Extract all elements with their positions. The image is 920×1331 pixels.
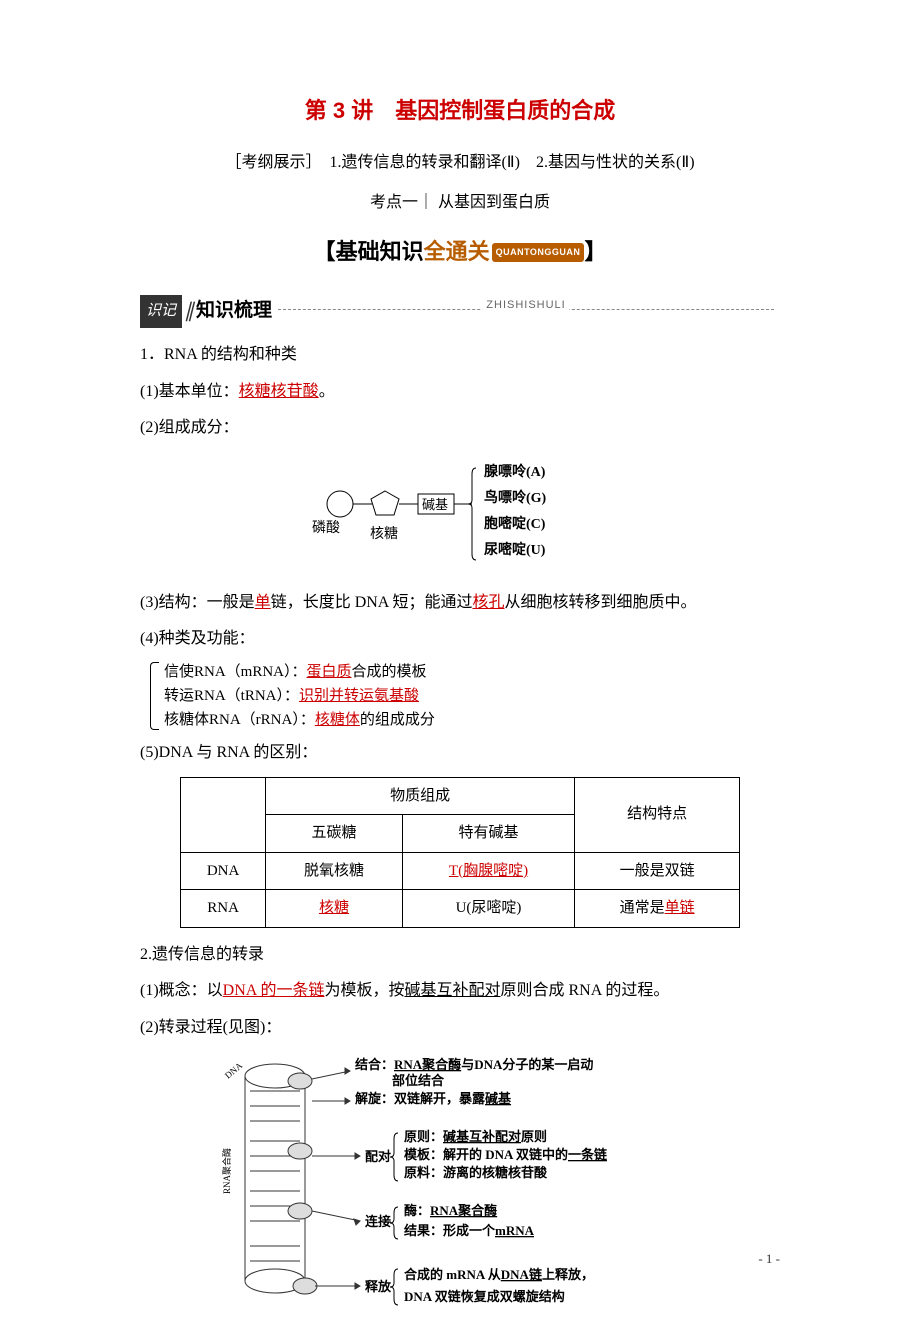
keyword: 碱基互补配对 (404, 982, 500, 999)
svg-text:释放: 释放 (365, 1279, 392, 1294)
banner: 【基础知识全通关QUANTONGGUAN】 (140, 231, 780, 273)
keyword: 核孔 (472, 594, 504, 611)
transcription-diagram: DNA RNA聚合酶 结合：RNA聚合酶与DNA分子的某一启动 部位结合 解旋：… (140, 1051, 780, 1331)
svg-text:结合：RNA聚合酶与DNA分子的某一启动: 结合：RNA聚合酶与DNA分子的某一启动 (355, 1057, 593, 1072)
svg-text:部位结合: 部位结合 (392, 1073, 445, 1088)
svg-text:原料：游离的核糖核苷酸: 原料：游离的核糖核苷酸 (404, 1165, 548, 1180)
th-material: 物质组成 (266, 777, 575, 815)
svg-text:模板：解开的 DNA 双链中的一条链: 模板：解开的 DNA 双链中的一条链 (404, 1147, 608, 1162)
th-struct: 结构特点 (575, 777, 740, 852)
keyword: T(胸腺嘧啶) (449, 863, 528, 879)
keyword: 单 (255, 594, 271, 611)
svg-text:连接: 连接 (365, 1214, 391, 1229)
svg-text:DNA: DNA (223, 1060, 245, 1081)
th-base: 特有碱基 (402, 815, 574, 853)
section-badge: 识记 (140, 295, 182, 328)
svg-text:RNA聚合酶: RNA聚合酶 (221, 1148, 232, 1194)
banner-main: 基础知识 (336, 239, 424, 264)
p1-4: (4)种类及功能： (140, 624, 780, 654)
p1-3: (3)结构：一般是单链，长度比 DNA 短；能通过核孔从细胞核转移到细胞质中。 (140, 588, 780, 618)
banner-badge: QUANTONGGUAN (492, 243, 585, 262)
svg-text:合成的 mRNA 从DNA链上释放，: 合成的 mRNA 从DNA链上释放， (404, 1267, 594, 1282)
transcription-svg: DNA RNA聚合酶 结合：RNA聚合酶与DNA分子的某一启动 部位结合 解旋：… (220, 1051, 700, 1331)
banner-accent: 全通关 (424, 239, 490, 264)
keyword: 单链 (665, 900, 695, 916)
page-number: - 1 - (758, 1247, 780, 1272)
keyword: 蛋白质 (307, 664, 352, 680)
heading-2: 2.遗传信息的转录 (140, 940, 780, 970)
table-row: RNA 核糖 U(尿嘧啶) 通常是单链 (181, 890, 740, 928)
svg-text:腺嘌呤(A): 腺嘌呤(A) (484, 463, 546, 480)
svg-text:胞嘧啶(C): 胞嘧啶(C) (483, 515, 546, 532)
comparison-table: 物质组成 结构特点 五碳糖 特有碱基 DNA 脱氧核糖 T(胸腺嘧啶) 一般是双… (180, 777, 740, 928)
svg-text:解旋：双链解开，暴露碱基: 解旋：双链解开，暴露碱基 (354, 1091, 512, 1106)
svg-text:配对: 配对 (365, 1149, 391, 1164)
section-label: 知识梳理 (196, 293, 272, 329)
keyword: 核糖 (319, 900, 349, 916)
svg-text:核糖: 核糖 (370, 526, 398, 542)
p1-2: (2)组成成分： (140, 413, 780, 443)
p1-5: (5)DNA 与 RNA 的区别： (140, 738, 780, 768)
keyword: 核糖核苷酸 (239, 383, 319, 400)
svg-text:酶：RNA聚合酶: 酶：RNA聚合酶 (404, 1203, 497, 1218)
svg-text:鸟嘌呤(G): 鸟嘌呤(G) (484, 489, 547, 506)
outline: ［考纲展示］ 1.遗传信息的转录和翻译(Ⅱ) 2.基因与性状的关系(Ⅱ) (140, 148, 780, 178)
heading-1: 1．RNA 的结构和种类 (140, 340, 780, 370)
svg-text:结果：形成一个mRNA: 结果：形成一个mRNA (404, 1223, 535, 1238)
table-row: DNA 脱氧核糖 T(胸腺嘧啶) 一般是双链 (181, 852, 740, 890)
section-pinyin: ZHISHISHULI (482, 295, 569, 316)
keyword: 识别并转运氨基酸 (299, 688, 419, 704)
keyword: 核糖体 (315, 712, 360, 728)
svg-text:磷酸: 磷酸 (312, 520, 340, 536)
svg-text:尿嘧啶(U): 尿嘧啶(U) (484, 541, 546, 558)
keyword: DNA 的一条链 (223, 982, 325, 999)
svg-text:碱基: 碱基 (422, 497, 448, 512)
topic: 考点一｜ 从基因到蛋白质 (140, 188, 780, 218)
p1-1: (1)基本单位：核糖核苷酸。 (140, 377, 780, 407)
nucleotide-diagram: 磷酸 核糖 碱基 腺嘌呤(A) 鸟嘌呤(G) 胞嘧啶(C) 尿嘧啶(U) (140, 454, 780, 574)
rna-types-block: 信使RNA（mRNA）：蛋白质合成的模板 转运RNA（tRNA）：识别并转运氨基… (148, 660, 780, 732)
bracket-left: 【 (314, 239, 336, 264)
svg-text:原则：碱基互补配对原则: 原则：碱基互补配对原则 (404, 1129, 547, 1144)
th-sugar: 五碳糖 (266, 815, 403, 853)
page-title: 第 3 讲 基因控制蛋白质的合成 (140, 90, 780, 132)
slashes-icon: ∥ (184, 292, 194, 330)
p2-1: (1)概念：以DNA 的一条链为模板，按碱基互补配对原则合成 RNA 的过程。 (140, 976, 780, 1006)
bracket-right: 】 (584, 239, 606, 264)
p2-2: (2)转录过程(见图)： (140, 1013, 780, 1043)
nucleotide-svg: 磷酸 核糖 碱基 腺嘌呤(A) 鸟嘌呤(G) 胞嘧啶(C) 尿嘧啶(U) (300, 454, 620, 574)
section-header: 识记 ∥ 知识梳理 ZHISHISHULI (140, 292, 780, 330)
